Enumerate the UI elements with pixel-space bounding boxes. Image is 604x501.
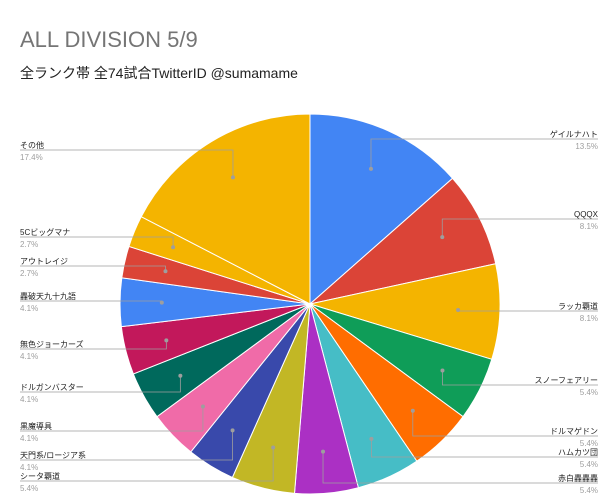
leader-dot	[321, 449, 326, 454]
slice-percent: 2.7%	[20, 240, 38, 249]
leader-dot	[159, 300, 164, 305]
slice-percent: 17.4%	[20, 153, 43, 162]
leader-line	[441, 218, 598, 238]
leader-line	[20, 406, 204, 432]
slice-label: ラッカ覇道	[558, 301, 598, 311]
slice-label: スノーフェアリー	[534, 376, 598, 385]
slice-label: QQQX	[574, 210, 599, 219]
leader-dot	[456, 308, 461, 313]
pie-slice	[308, 263, 501, 360]
slice-percent: 5.4%	[580, 486, 598, 495]
leader-line	[371, 438, 598, 458]
slice-label: 天門系/ロージア系	[20, 450, 86, 460]
slice-label: ハムカツ団	[558, 448, 598, 457]
leader-dot	[230, 175, 235, 180]
chart-title: ALL DIVISION 5/9	[20, 27, 198, 52]
slice-percent: 8.1%	[580, 222, 598, 231]
leader-dot	[440, 368, 445, 373]
leader-line	[20, 447, 274, 482]
chart-subtitle: 全ランク帯 全74試合TwitterID @sumamame	[20, 65, 298, 81]
slice-percent: 4.1%	[20, 434, 38, 443]
slice-label: シータ覇道	[20, 471, 60, 481]
leader-line	[370, 138, 598, 169]
pie-slice	[309, 113, 454, 306]
slice-label: 無色ジョーカーズ	[20, 339, 84, 349]
slice-percent: 4.1%	[20, 395, 38, 404]
slice-percent: 4.1%	[20, 304, 38, 313]
leader-dot	[271, 445, 276, 450]
leader-line	[20, 149, 234, 178]
slice-percent: 5.4%	[580, 439, 598, 448]
slice-label: アウトレイジ	[20, 257, 68, 266]
leader-dot	[230, 428, 235, 433]
slice-label: ゲイルナハト	[550, 129, 598, 139]
slice-label: その他	[20, 140, 44, 150]
slice-percent: 13.5%	[575, 142, 598, 151]
slice-percent: 8.1%	[580, 314, 598, 323]
slice-percent: 2.7%	[20, 269, 38, 278]
leader-line	[412, 410, 598, 437]
slice-label: 轟破天九十九語	[20, 291, 76, 301]
slice-percent: 5.4%	[20, 484, 38, 493]
leader-dot	[410, 408, 415, 413]
slice-label: 黒魔導具	[20, 421, 52, 431]
leader-dot	[368, 166, 373, 171]
pie-slice	[308, 177, 497, 305]
slice-label: ドルガンバスター	[20, 382, 84, 392]
slice-label: 赤白轟轟轟	[558, 473, 598, 483]
pie-slice	[140, 113, 311, 305]
leader-line	[20, 430, 233, 461]
leader-line	[442, 370, 598, 386]
slice-label: ドルマゲドン	[550, 426, 598, 436]
slice-percent: 4.1%	[20, 352, 38, 361]
leader-dot	[369, 436, 374, 441]
leader-line	[20, 340, 167, 350]
slice-percent: 4.1%	[20, 463, 38, 472]
leader-dot	[171, 245, 176, 250]
leader-dot	[163, 269, 168, 274]
leader-line	[20, 375, 181, 393]
leader-line	[20, 236, 174, 248]
leader-dot	[164, 338, 169, 343]
leader-line	[322, 451, 598, 484]
slice-percent: 5.4%	[580, 460, 598, 469]
leader-dot	[200, 404, 205, 409]
slice-label: 5Cビッグマナ	[20, 227, 70, 237]
leader-dot	[440, 235, 445, 240]
slice-percent: 5.4%	[580, 388, 598, 397]
leader-dot	[178, 373, 183, 378]
